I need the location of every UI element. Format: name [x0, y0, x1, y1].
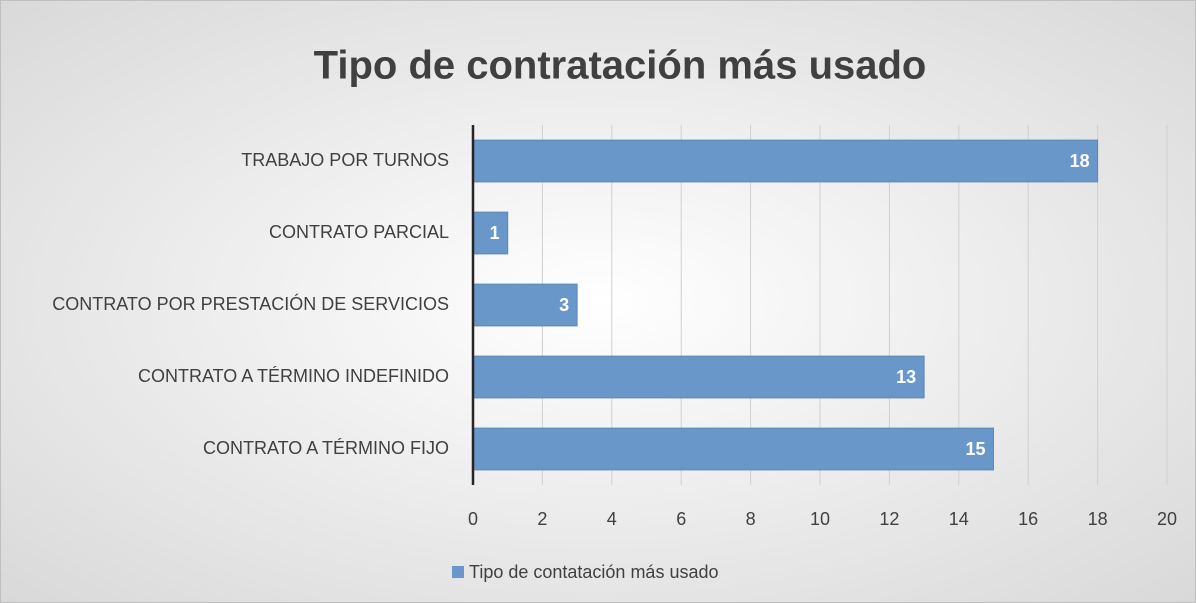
y-tick-label: CONTRATO A TÉRMINO FIJO	[203, 438, 449, 458]
y-tick-label: CONTRATO A TÉRMINO INDEFINIDO	[138, 366, 449, 386]
bar	[472, 139, 1099, 183]
data-label: 3	[559, 295, 569, 315]
y-tick-label: CONTRATO POR PRESTACIÓN DE SERVICIOS	[52, 293, 449, 314]
data-label: 1	[490, 223, 500, 243]
chart-title: Tipo de contratación más usado	[314, 44, 927, 88]
x-tick-label: 8	[746, 509, 756, 529]
x-tick-label: 2	[537, 509, 547, 529]
x-tick-label: 6	[676, 509, 686, 529]
bar	[472, 355, 925, 399]
x-tick-label: 16	[1018, 509, 1038, 529]
data-label: 13	[896, 367, 916, 387]
x-tick-label: 10	[810, 509, 830, 529]
legend-swatch	[452, 566, 464, 578]
x-tick-label: 14	[949, 509, 969, 529]
bar	[472, 211, 509, 255]
x-tick-label: 4	[607, 509, 617, 529]
x-tick-label: 12	[879, 509, 899, 529]
x-tick-label: 18	[1088, 509, 1108, 529]
y-tick-label: CONTRATO PARCIAL	[269, 222, 449, 242]
data-label: 18	[1070, 151, 1090, 171]
data-label: 15	[965, 439, 985, 459]
legend-label: Tipo de contatación más usado	[469, 562, 719, 582]
x-tick-label: 0	[468, 509, 478, 529]
x-tick-label: 20	[1157, 509, 1177, 529]
bar	[472, 427, 994, 471]
y-tick-label: TRABAJO POR TURNOS	[241, 150, 449, 170]
